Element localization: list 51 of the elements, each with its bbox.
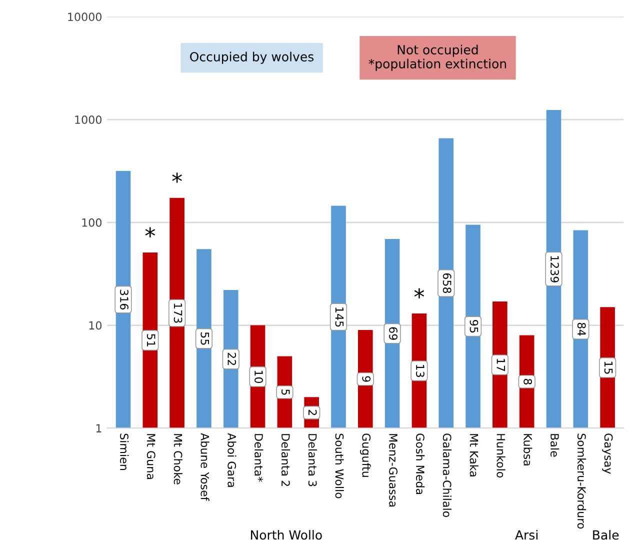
x-tick-label: Gaysay	[602, 434, 613, 474]
data-label: 51	[146, 334, 156, 346]
x-tick-label: Galama-Chilalo	[442, 434, 452, 517]
data-label: 316	[120, 290, 128, 310]
data-label: 15	[604, 362, 613, 374]
x-tick-label: Guguftu	[360, 434, 371, 477]
data-label: 173	[174, 304, 182, 323]
x-tick-label: Bale	[550, 434, 560, 457]
x-tick-label: Delanta*	[254, 434, 264, 482]
text: North Wollo	[250, 530, 322, 540]
data-label: 145	[335, 308, 344, 327]
data-label: 13	[416, 364, 424, 378]
x-tick-label: Kubsa	[524, 434, 532, 466]
y-tick-label: 10	[89, 321, 102, 330]
data-label: 69	[389, 327, 398, 340]
x-tick-label: Mt Guna	[146, 434, 156, 479]
x-tick-label: Abune Yosef	[200, 433, 210, 501]
data-label: 5	[281, 389, 290, 395]
y-tick-label: 1	[96, 424, 102, 432]
text: Not occupied *population extinction	[368, 44, 506, 71]
data-label: 55	[200, 332, 209, 345]
annotation: *	[145, 227, 156, 238]
data-label: 84	[577, 322, 586, 336]
data-label: 8	[524, 378, 532, 384]
annotation: *	[172, 172, 182, 183]
y-tick-label: 100	[82, 218, 102, 227]
x-tick-label: Menz-Guassa	[389, 434, 398, 507]
text: Arsi	[515, 530, 538, 540]
y-tick-label: 10000	[68, 12, 102, 22]
data-label: 95	[470, 320, 478, 333]
x-tick-label: South Wollo	[335, 434, 344, 498]
data-label: 17	[496, 358, 505, 371]
x-tick-label: Simien	[120, 434, 129, 470]
text: Bale	[593, 530, 619, 540]
data-label: 658	[442, 273, 452, 294]
x-tick-label: Somkeru-Korduro	[577, 434, 586, 529]
x-tick-label: Aboi Gara	[228, 433, 236, 487]
x-tick-label: Delanta 3	[308, 434, 317, 486]
data-label: 9	[362, 376, 371, 382]
data-label: 2	[308, 410, 317, 416]
x-tick-label: Hunkolo	[496, 434, 506, 478]
annotation: *	[414, 288, 424, 298]
x-tick-label: Mt Kaka	[470, 434, 478, 476]
y-tick-label: 1000	[75, 116, 102, 124]
data-label: 10	[254, 370, 263, 384]
data-label: 22	[228, 352, 236, 366]
data-label: 1239	[550, 256, 559, 282]
x-tick-label: Gosh Meda	[416, 434, 425, 494]
x-tick-label: Delanta 2	[281, 434, 290, 486]
text: Occupied by wolves	[190, 52, 314, 64]
x-tick-label: Mt Choke	[174, 434, 182, 484]
